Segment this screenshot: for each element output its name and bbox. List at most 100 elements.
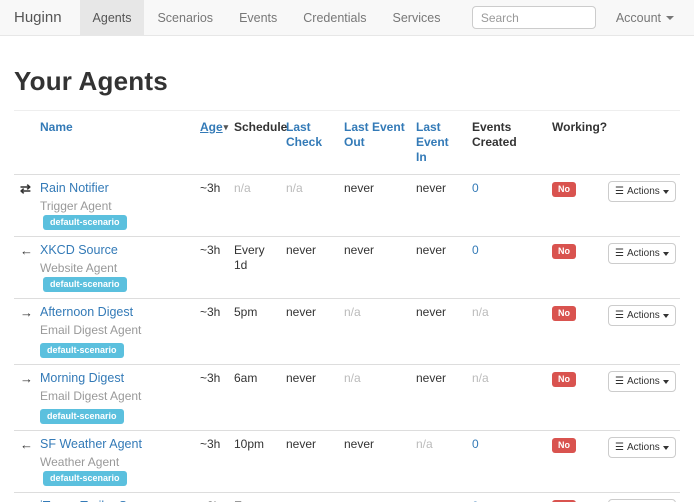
top-navbar: Huginn Agents Scenarios Events Credentia… (0, 0, 694, 36)
agent-name-link[interactable]: Afternoon Digest (40, 305, 134, 319)
working-badge: No (552, 372, 576, 387)
last-event-in-value: never (416, 305, 447, 319)
working-badge: No (552, 500, 576, 502)
navbar-right: Account (471, 0, 694, 36)
last-event-out-value: never (344, 181, 375, 195)
actions-button[interactable]: ☰ Actions (608, 499, 676, 502)
schedule-value: 6am (234, 371, 258, 385)
list-icon: ☰ (615, 310, 624, 321)
actions-button[interactable]: ☰ Actions (608, 371, 676, 392)
nav-item-events[interactable]: Events (239, 11, 278, 25)
agent-type-label: Email Digest Agent (40, 323, 142, 337)
main-content: Your Agents Name Age▾ Schedule Last Chec… (0, 66, 694, 502)
last-check-value: never (286, 371, 317, 385)
working-badge: No (552, 306, 576, 321)
schedule-value: Every 1d (234, 499, 265, 502)
agent-type-label: Trigger Agent (40, 199, 112, 213)
agent-name-link[interactable]: SF Weather Agent (40, 437, 142, 451)
scenario-badge[interactable]: default-scenario (43, 215, 127, 230)
header-events-created: Events Created (472, 111, 552, 175)
sort-by-age[interactable]: Age (200, 120, 223, 134)
header-schedule: Schedule (234, 111, 287, 175)
nav-item-agents[interactable]: Agents (79, 0, 145, 35)
last-event-out-value: never (344, 437, 375, 451)
account-label: Account (615, 10, 661, 25)
account-menu[interactable]: Account (596, 0, 694, 36)
agent-name-link[interactable]: Rain Notifier (40, 181, 109, 195)
actions-button[interactable]: ☰ Actions (608, 243, 676, 264)
arrow-right-icon: → (20, 371, 33, 386)
sort-by-last-event-in[interactable]: Last Event In (416, 120, 449, 164)
table-row: ← SF Weather Agent Weather Agent default-… (14, 430, 680, 493)
scenario-badge[interactable]: default-scenario (40, 409, 124, 424)
scenario-badge[interactable]: default-scenario (40, 343, 124, 358)
table-row: → Afternoon Digest Email Digest Agent def… (14, 298, 680, 365)
agent-subline: Website Agent default-scenario (40, 261, 194, 292)
agent-name-link[interactable]: iTunes Trailer Source (40, 499, 158, 502)
events-created-value[interactable]: 0 (472, 499, 479, 502)
working-badge: No (552, 438, 576, 453)
age-value: ~3h (200, 243, 221, 257)
working-badge: No (552, 244, 576, 259)
table-row: ← XKCD Source Website Agent default-scena… (14, 236, 680, 299)
arrow-left-icon: ← (20, 243, 33, 258)
agent-name-link[interactable]: Morning Digest (40, 371, 125, 385)
chevron-down-icon (662, 313, 669, 318)
agent-name-link[interactable]: XKCD Source (40, 243, 118, 257)
table-header: Name Age▾ Schedule Last Check Last Event… (14, 111, 680, 175)
actions-button-label: Actions (626, 310, 660, 321)
actions-button-label: Actions (626, 442, 660, 453)
agent-subline: Weather Agent default-scenario (40, 455, 194, 486)
last-event-in-value: never (416, 181, 447, 195)
search-input[interactable] (471, 6, 596, 29)
scenario-badge[interactable]: default-scenario (43, 277, 127, 292)
last-event-out-value: never (344, 243, 375, 257)
events-created-value[interactable]: 0 (472, 181, 479, 195)
page-title: Your Agents (14, 66, 168, 96)
schedule-value: n/a (234, 181, 251, 195)
list-icon: ☰ (615, 442, 624, 453)
last-check-value: never (286, 243, 317, 257)
agent-type-label: Email Digest Agent (40, 389, 142, 403)
chevron-down-icon (666, 15, 674, 20)
chevron-down-icon (662, 251, 669, 256)
actions-column-header (608, 111, 680, 175)
events-created-value[interactable]: 0 (472, 437, 479, 451)
table-row: ← iTunes Trailer Source Website Agentdef… (14, 492, 680, 502)
last-event-in-value: never (416, 243, 447, 257)
actions-button-label: Actions (626, 186, 660, 197)
events-created-value: n/a (472, 371, 489, 385)
brand-logo[interactable]: Huginn (14, 9, 62, 26)
last-event-in-value: never (416, 499, 446, 502)
nav-item-services[interactable]: Services (392, 11, 441, 25)
sort-by-last-check[interactable]: Last Check (286, 120, 323, 149)
age-value: ~3h (200, 499, 220, 502)
sort-by-last-event-out[interactable]: Last Event Out (344, 120, 405, 149)
actions-button[interactable]: ☰ Actions (608, 437, 676, 458)
last-check-value: never (286, 305, 317, 319)
list-icon: ☰ (615, 248, 624, 259)
last-check-value: never (286, 499, 316, 502)
nav-item-credentials[interactable]: Credentials (303, 11, 367, 25)
transfer-icon: ⇄ (20, 181, 31, 196)
agent-subline: Trigger Agent default-scenario (40, 199, 194, 230)
agent-type-label: Website Agent (40, 261, 118, 275)
main-nav: Agents Scenarios Events Credentials Serv… (79, 0, 454, 35)
chevron-down-icon (662, 189, 669, 194)
last-event-out-value: n/a (344, 305, 361, 319)
nav-item-scenarios[interactable]: Scenarios (157, 11, 214, 25)
age-value: ~3h (200, 181, 221, 195)
agents-table-body: ⇄ Rain Notifier Trigger Agent default-sce… (14, 174, 680, 502)
scenario-badge[interactable]: default-scenario (43, 471, 127, 486)
last-event-out-value: never (344, 499, 374, 502)
sort-by-name[interactable]: Name (40, 120, 73, 134)
schedule-value: 10pm (234, 437, 265, 451)
header-working: Working? (552, 111, 608, 175)
icon-column-header (14, 111, 40, 175)
actions-button[interactable]: ☰ Actions (608, 181, 676, 202)
list-icon: ☰ (615, 186, 624, 197)
events-created-value[interactable]: 0 (472, 243, 479, 257)
last-event-out-value: n/a (344, 371, 361, 385)
actions-button[interactable]: ☰ Actions (608, 305, 676, 326)
actions-button-label: Actions (626, 376, 660, 387)
